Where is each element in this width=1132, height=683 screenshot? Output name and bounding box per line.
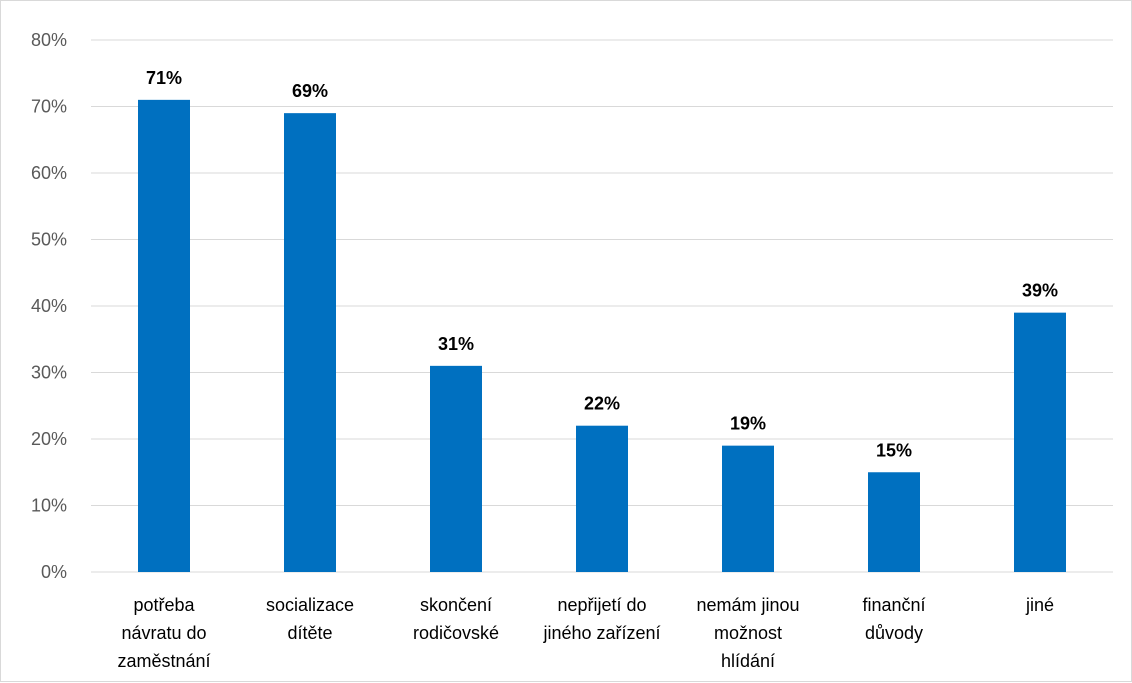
category-label: dítěte: [287, 623, 332, 643]
y-tick-label: 40%: [31, 296, 67, 316]
category-label: potřeba: [133, 595, 195, 615]
y-tick-label: 30%: [31, 363, 67, 383]
bar: [722, 445, 774, 572]
category-label: rodičovské: [413, 623, 499, 643]
category-label: důvody: [865, 623, 923, 643]
data-label: 22%: [584, 394, 620, 414]
bar: [138, 99, 190, 572]
category-label: nepřijetí do: [557, 595, 646, 615]
data-label: 15%: [876, 440, 912, 460]
y-tick-label: 10%: [31, 496, 67, 516]
category-label: hlídání: [721, 651, 775, 671]
y-tick-label: 50%: [31, 230, 67, 250]
bar: [576, 425, 628, 572]
y-tick-label: 70%: [31, 97, 67, 117]
category-label: návratu do: [121, 623, 206, 643]
category-label: možnost: [714, 623, 782, 643]
category-label: zaměstnání: [117, 651, 210, 671]
data-label: 39%: [1022, 281, 1058, 301]
y-tick-label: 20%: [31, 429, 67, 449]
data-label: 31%: [438, 334, 474, 354]
bar: [430, 365, 482, 572]
data-label: 71%: [146, 68, 182, 88]
bar: [284, 113, 336, 573]
data-label: 69%: [292, 81, 328, 101]
data-label: 19%: [730, 414, 766, 434]
category-label: skončení: [420, 595, 492, 615]
category-label: finanční: [862, 595, 925, 615]
bar: [868, 472, 920, 572]
y-tick-label: 60%: [31, 163, 67, 183]
category-label: jiné: [1025, 595, 1054, 615]
category-label: nemám jinou: [696, 595, 799, 615]
bar: [1014, 312, 1066, 572]
category-label: socializace: [266, 595, 354, 615]
y-tick-label: 0%: [41, 562, 67, 582]
category-label: jiného zařízení: [542, 623, 660, 643]
y-tick-label: 80%: [31, 30, 67, 50]
